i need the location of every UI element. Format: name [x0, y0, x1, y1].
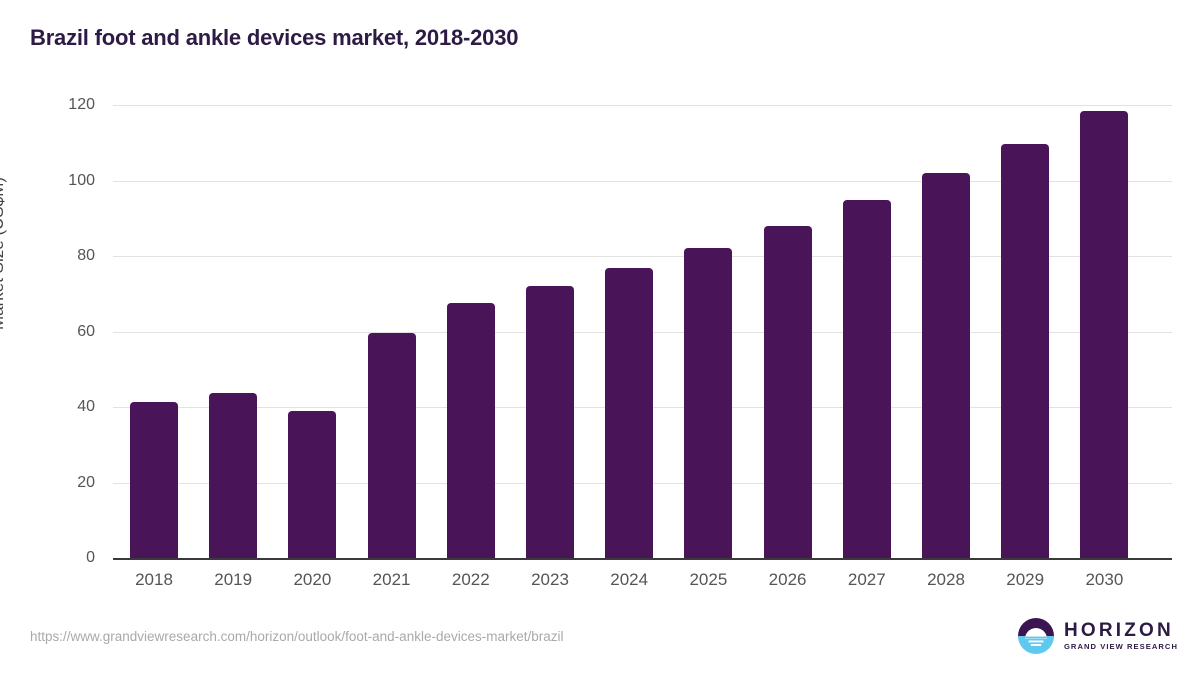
bar-2026[interactable] — [763, 225, 812, 558]
gridline-80 — [113, 256, 1172, 257]
horizon-logo: HORIZON GRAND VIEW RESEARCH — [1017, 617, 1178, 655]
x-tick-2026: 2026 — [768, 570, 807, 589]
y-tick-120: 120 — [68, 96, 95, 113]
bar-2023[interactable] — [526, 286, 574, 558]
x-tick-2021: 2021 — [372, 570, 411, 589]
bar-2022[interactable] — [446, 303, 495, 558]
x-tick-2027: 2027 — [847, 570, 886, 589]
y-axis-title: Market Size (US$M) — [0, 176, 7, 330]
bar-2025[interactable] — [684, 248, 733, 558]
source-url[interactable]: https://www.grandviewresearch.com/horizo… — [30, 629, 564, 644]
bar-2021[interactable] — [367, 333, 416, 558]
x-tick-2030: 2030 — [1085, 570, 1124, 589]
x-tick-2028: 2028 — [927, 570, 965, 589]
horizon-logo-icon — [1017, 617, 1055, 655]
y-tick-0: 0 — [86, 549, 95, 566]
bar-series — [113, 105, 1172, 558]
bar-2029[interactable] — [1001, 143, 1050, 558]
x-tick-2024: 2024 — [610, 570, 649, 589]
bar-2019[interactable] — [209, 392, 258, 558]
gridline-100 — [113, 180, 1172, 182]
logo-wordmark: HORIZON — [1063, 620, 1174, 642]
y-tick-20: 20 — [77, 473, 95, 491]
bar-2018[interactable] — [130, 402, 178, 558]
bar-2027[interactable] — [842, 200, 891, 558]
x-axis: 2018 2019 2020 2021 2022 2023 2024 2025 2026 2027… — [113, 570, 1172, 598]
y-tick-100: 100 — [68, 171, 95, 189]
y-axis: Market Size (US$M) 120 100 80 60 40 20 0 — [0, 0, 113, 675]
x-tick-2023: 2023 — [531, 570, 569, 589]
x-tick-2022: 2022 — [451, 570, 490, 589]
bar-2028[interactable] — [922, 172, 970, 558]
gridline-120 — [113, 105, 1172, 106]
bar-2030[interactable] — [1080, 111, 1129, 558]
page-title: Brazil foot and ankle devices market, 20… — [30, 25, 519, 50]
x-axis-line — [113, 558, 1172, 560]
x-tick-2019: 2019 — [214, 570, 253, 589]
horizon-logo-text: HORIZON GRAND VIEW RESEARCH — [1064, 621, 1178, 651]
x-tick-2018: 2018 — [135, 570, 173, 589]
y-tick-40: 40 — [77, 398, 95, 415]
logo-tagline: GRAND VIEW RESEARCH — [1063, 642, 1178, 652]
x-tick-2029: 2029 — [1006, 570, 1045, 589]
x-tick-2020: 2020 — [293, 570, 332, 589]
y-tick-80: 80 — [77, 247, 95, 264]
x-tick-2025: 2025 — [689, 570, 728, 589]
y-tick-60: 60 — [77, 322, 95, 340]
bar-2024[interactable] — [605, 268, 654, 558]
bar-2020[interactable] — [288, 410, 337, 558]
